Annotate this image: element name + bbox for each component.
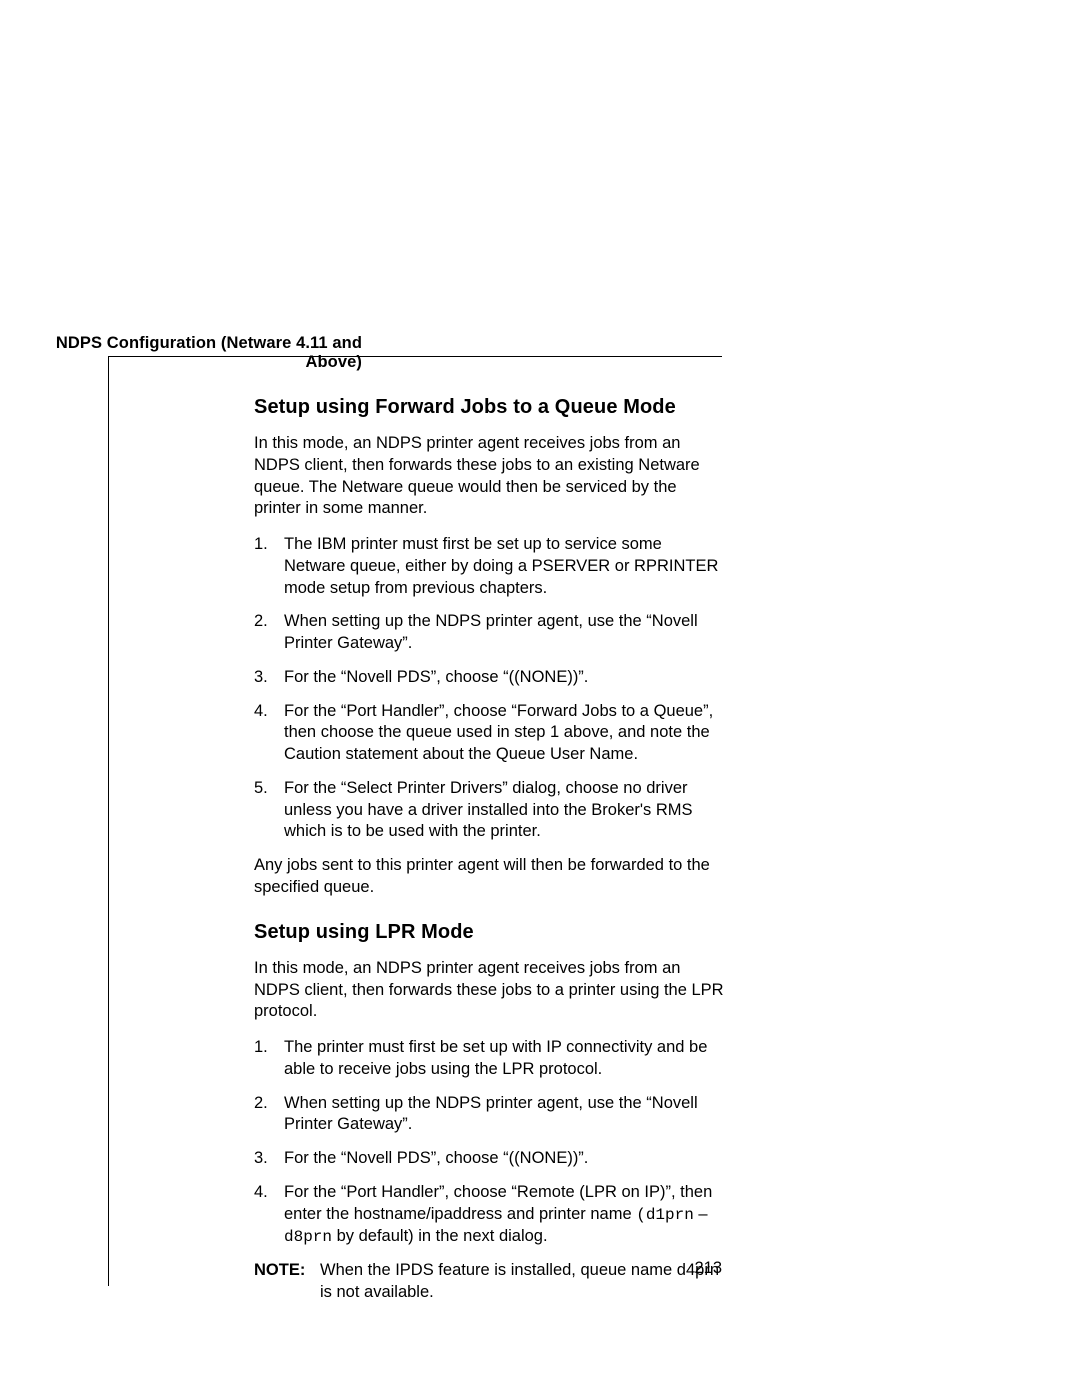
step-text: When setting up the NDPS printer agent, … — [284, 1094, 698, 1134]
step-number: 1. — [254, 534, 268, 556]
step-number: 3. — [254, 667, 268, 689]
step4-mono2: d8prn — [284, 1228, 332, 1246]
step-text: For the “Novell PDS”, choose “((NONE))”. — [284, 1149, 588, 1167]
step-number: 2. — [254, 1093, 268, 1115]
list-item: 4. For the “Port Handler”, choose “Forwar… — [254, 701, 724, 766]
list-item: 2. When setting up the NDPS printer agent… — [254, 611, 724, 655]
step-number: 4. — [254, 1182, 268, 1204]
section2-steps: 1. The printer must first be set up with … — [254, 1037, 724, 1248]
step-number: 3. — [254, 1148, 268, 1170]
section1-heading: Setup using Forward Jobs to a Queue Mode — [254, 396, 724, 419]
list-item: 5. For the “Select Printer Drivers” dialo… — [254, 778, 724, 843]
list-item: 3. For the “Novell PDS”, choose “((NONE))… — [254, 1148, 724, 1170]
step4-tail: by default) in the next dialog. — [332, 1227, 548, 1245]
step-text: For the “Port Handler”, choose “Remote (… — [284, 1183, 712, 1245]
left-margin-rule — [108, 356, 109, 1286]
page-number: 213 — [0, 1259, 722, 1278]
list-item: 1. The IBM printer must first be set up t… — [254, 534, 724, 599]
section1-steps: 1. The IBM printer must first be set up t… — [254, 534, 724, 843]
step-number: 2. — [254, 611, 268, 633]
step-text: For the “Novell PDS”, choose “((NONE))”. — [284, 668, 588, 686]
header-rule — [108, 356, 722, 357]
section2-heading: Setup using LPR Mode — [254, 921, 724, 944]
list-item: 4. For the “Port Handler”, choose “Remot… — [254, 1182, 724, 1248]
step-text: The IBM printer must first be set up to … — [284, 535, 718, 597]
step4-mono1: (d1prn — [636, 1206, 694, 1224]
list-item: 2. When setting up the NDPS printer agent… — [254, 1093, 724, 1137]
step-text: For the “Port Handler”, choose “Forward … — [284, 702, 713, 764]
step4-dash: – — [694, 1205, 708, 1223]
section1-intro: In this mode, an NDPS printer agent rece… — [254, 433, 724, 520]
step-number: 5. — [254, 778, 268, 800]
step-text: The printer must first be set up with IP… — [284, 1038, 707, 1078]
step-number: 1. — [254, 1037, 268, 1059]
document-page: NDPS Configuration (Netware 4.11 and Abo… — [0, 0, 1080, 1397]
page-content: Setup using Forward Jobs to a Queue Mode… — [254, 396, 724, 1315]
step-number: 4. — [254, 701, 268, 723]
list-item: 1. The printer must first be set up with … — [254, 1037, 724, 1081]
step-text: When setting up the NDPS printer agent, … — [284, 612, 698, 652]
list-item: 3. For the “Novell PDS”, choose “((NONE))… — [254, 667, 724, 689]
section2-intro: In this mode, an NDPS printer agent rece… — [254, 958, 724, 1023]
section1-outro: Any jobs sent to this printer agent will… — [254, 855, 724, 899]
step-text: For the “Select Printer Drivers” dialog,… — [284, 779, 693, 841]
